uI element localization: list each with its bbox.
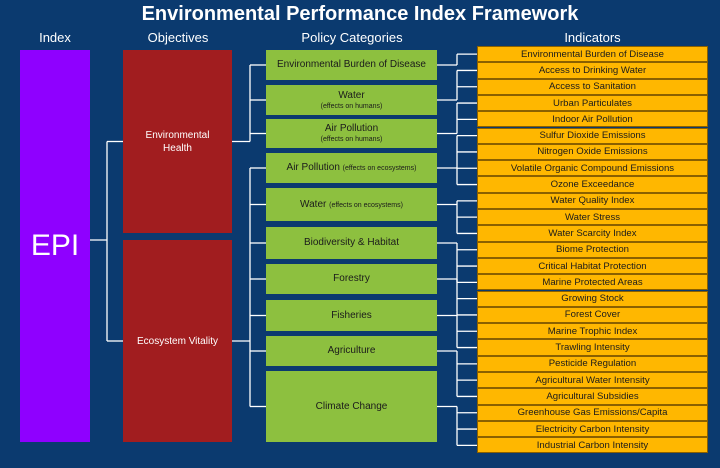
- indicator-box: Biome Protection: [477, 241, 708, 258]
- indicator-box: Water Scarcity Index: [477, 225, 708, 242]
- category-box: Environmental Burden of Disease: [266, 50, 437, 80]
- indicator-box: Water Stress: [477, 209, 708, 226]
- indicator-box: Agricultural Water Intensity: [477, 372, 708, 389]
- category-box: Forestry: [266, 264, 437, 294]
- column-header: Index: [39, 30, 71, 45]
- category-box: Fisheries: [266, 300, 437, 331]
- indicator-box: Urban Particulates: [477, 94, 708, 112]
- category-sublabel: (effects on ecosystems): [342, 165, 417, 172]
- category-sublabel: (effects on humans): [320, 136, 383, 143]
- category-box: Air Pollution (effects on humans): [266, 119, 437, 148]
- indicator-box: Water Quality Index: [477, 192, 708, 209]
- category-box: Biodiversity & Habitat: [266, 227, 437, 259]
- column-header: Policy Categories: [301, 30, 403, 45]
- category-box: Water (effects on ecosystems): [266, 188, 437, 221]
- indicator-box: Access to Drinking Water: [477, 62, 708, 79]
- indicator-box: Environmental Burden of Disease: [477, 46, 708, 63]
- category-sublabel: (effects on humans): [320, 102, 383, 110]
- category-sublabel: (effects on ecosystems): [329, 201, 403, 209]
- indicator-box: Pesticide Regulation: [477, 355, 708, 372]
- objective-box: Ecosystem Vitality: [123, 240, 232, 442]
- indicator-box: Greenhouse Gas Emissions/Capita: [477, 404, 708, 421]
- indicator-box: Marine Protected Areas: [477, 274, 708, 291]
- category-box: Air Pollution (effects on ecosystems): [266, 153, 437, 183]
- category-name: Water: [300, 198, 327, 210]
- indicator-box: Nitrogen Oxide Emissions: [477, 143, 708, 161]
- indicator-box: Marine Trophic Index: [477, 323, 708, 340]
- indicator-box: Growing Stock: [477, 290, 708, 307]
- indicator-box: Agricultural Subsidies: [477, 388, 708, 405]
- category-name: Climate Change: [315, 400, 388, 412]
- category-name: Fisheries: [331, 309, 372, 321]
- category-box: Climate Change: [266, 371, 437, 442]
- category-name: Air Pollution: [286, 162, 340, 173]
- indicator-box: Critical Habitat Protection: [477, 257, 708, 275]
- category-box: Water (effects on humans): [266, 85, 437, 115]
- category-label: Air Pollution (effects on ecosystems): [287, 162, 417, 174]
- indicator-box: Access to Sanitation: [477, 78, 708, 95]
- category-name: Environmental Burden of Disease: [277, 59, 426, 70]
- category-box: Agriculture: [266, 336, 437, 366]
- indicator-box: Ozone Exceedance: [477, 176, 708, 193]
- indicator-box: Electricity Carbon Intensity: [477, 420, 708, 438]
- objective-box: Environmental Health: [123, 50, 232, 233]
- indicator-box: Volatile Organic Compound Emissions: [477, 160, 708, 177]
- indicator-box: Forest Cover: [477, 306, 708, 324]
- category-label: Water (effects on ecosystems): [300, 199, 403, 211]
- title: Environmental Performance Index Framewor…: [141, 3, 579, 25]
- category-name: Agriculture: [327, 345, 376, 356]
- indicator-box: Sulfur Dioxide Emissions: [477, 127, 708, 144]
- indicator-box: Indoor Air Pollution: [477, 111, 708, 128]
- category-name: Water: [338, 89, 365, 101]
- category-name: Air Pollution: [324, 123, 379, 134]
- column-header: Indicators: [564, 30, 621, 45]
- index-box: EPI: [20, 50, 90, 442]
- indicator-box: Industrial Carbon Intensity: [477, 437, 708, 454]
- column-header: Objectives: [147, 30, 209, 45]
- indicator-box: Trawling Intensity: [477, 339, 708, 356]
- category-name: Forestry: [333, 273, 370, 284]
- category-name: Biodiversity & Habitat: [303, 237, 400, 248]
